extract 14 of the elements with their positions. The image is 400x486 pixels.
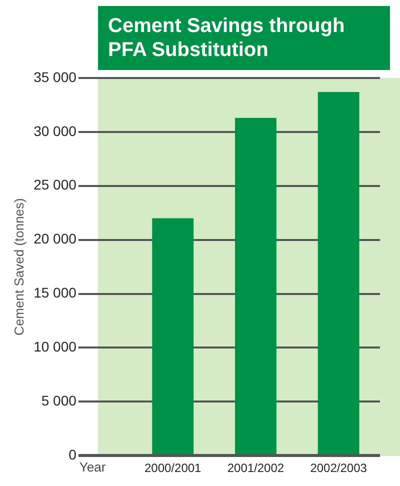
y-tick-label: 0 <box>68 446 77 462</box>
y-tick-label: 20 000 <box>34 230 77 247</box>
y-tick-label: 35 000 <box>34 68 77 85</box>
x-axis-title: Year <box>79 460 106 475</box>
y-tick-label: 25 000 <box>34 176 77 193</box>
chart-title: Cement Savings through PFA Substitution <box>98 6 390 70</box>
y-tick-label: 10 000 <box>34 338 77 355</box>
y-axis-title: Cement Saved (tonnes) <box>11 198 26 336</box>
y-tick-label: 15 000 <box>34 284 77 301</box>
x-tick-label: 2000/2001 <box>144 461 202 476</box>
x-tick-label: 2001/2002 <box>227 461 284 476</box>
y-tick-label: 5 000 <box>41 392 77 409</box>
y-tick-label: 30 000 <box>34 122 77 139</box>
x-tick-label: 2002/2003 <box>310 461 368 476</box>
